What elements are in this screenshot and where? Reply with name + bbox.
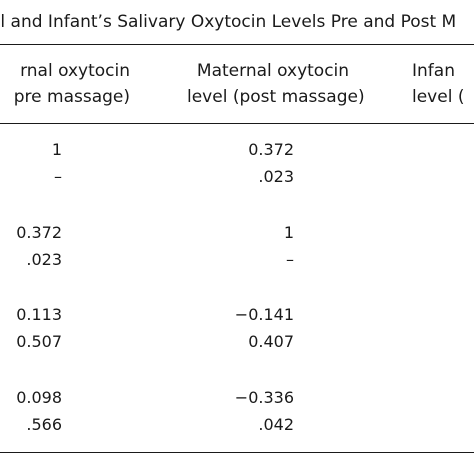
cell-maternal-post: 1 <box>283 223 294 242</box>
header-infant-line2: level ( <box>412 87 465 107</box>
header-rule <box>0 123 474 124</box>
cell-maternal-pre: 0.507 <box>16 332 62 351</box>
cell-maternal-pre: 0.372 <box>16 223 62 242</box>
header-maternal-pre: rnal oxytocin pre massage) <box>14 58 130 110</box>
header-infant-line1: Infan <box>412 61 455 81</box>
cell-maternal-pre: – <box>54 167 62 186</box>
header-maternal-pre-line2: pre massage) <box>13 87 130 107</box>
cell-maternal-pre: 1 <box>51 140 62 159</box>
header-maternal-post-line1: Maternal oxytocin <box>196 61 350 81</box>
cell-maternal-pre: .023 <box>26 250 62 269</box>
cell-maternal-post: 0.372 <box>248 140 294 159</box>
cell-maternal-post: – <box>286 250 294 269</box>
cell-maternal-pre: .566 <box>26 415 62 434</box>
cell-maternal-post: .023 <box>258 167 294 186</box>
table-caption: al and Infant’s Salivary Oxytocin Levels… <box>0 12 457 32</box>
header-maternal-post: Maternal oxytocin level (post massage) <box>187 58 365 110</box>
cell-maternal-post: −0.336 <box>234 388 294 407</box>
header-maternal-pre-line1: rnal oxytocin <box>20 61 130 81</box>
cell-maternal-post: .042 <box>258 415 294 434</box>
bottom-rule <box>0 452 474 453</box>
cell-maternal-pre: 0.098 <box>16 388 62 407</box>
cell-maternal-post: 0.407 <box>248 332 294 351</box>
cell-maternal-pre: 0.113 <box>16 305 62 324</box>
header-infant: Infan level ( <box>412 58 464 110</box>
top-rule <box>0 44 474 45</box>
header-maternal-post-line2: level (post massage) <box>187 87 365 107</box>
cell-maternal-post: −0.141 <box>234 305 294 324</box>
